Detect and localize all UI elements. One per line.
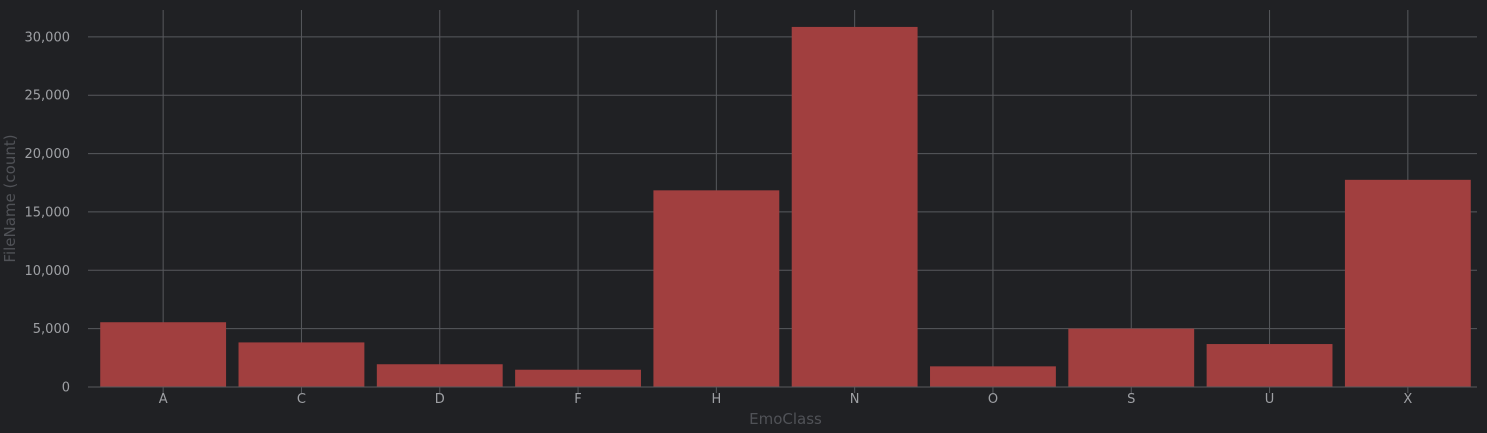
bar-U: [1206, 344, 1333, 387]
x-tick-label: U: [1265, 392, 1275, 407]
x-tick-label: A: [159, 392, 168, 407]
y-tick-label: 30,000: [25, 30, 71, 45]
y-tick-label: 25,000: [25, 89, 71, 104]
y-tick-label: 5,000: [33, 322, 70, 337]
bar-N: [791, 26, 918, 388]
y-tick-label: 20,000: [25, 147, 71, 162]
x-axis-title: EmoClass: [749, 410, 822, 428]
x-tick-label: C: [297, 392, 306, 407]
bars: [100, 26, 1471, 388]
x-tick-label: F: [574, 392, 581, 407]
y-tick-label: 10,000: [25, 264, 71, 279]
x-gridlines: [162, 10, 1409, 393]
bar-C: [238, 342, 365, 387]
y-gridlines: [88, 36, 1477, 330]
bar-X: [1344, 179, 1471, 387]
bar-O: [930, 366, 1056, 387]
x-tick-label: S: [1127, 392, 1135, 407]
x-tick-label: X: [1403, 392, 1412, 407]
y-axis-title: FileName (count): [1, 134, 19, 262]
bar-D: [376, 364, 503, 387]
bar-H: [653, 190, 780, 387]
bar-S: [1068, 328, 1195, 387]
x-tick-label: O: [988, 392, 998, 407]
y-tick-label: 0: [62, 381, 70, 396]
bar-F: [515, 369, 641, 387]
x-tick-label: D: [435, 392, 445, 407]
y-axis-ticks: 0 5,000 10,000 15,000 20,000 25,000 30,000: [25, 30, 71, 395]
x-tick-label: N: [850, 392, 860, 407]
bar-A: [100, 322, 227, 387]
y-tick-label: 15,000: [25, 205, 71, 220]
x-tick-label: H: [711, 392, 721, 407]
